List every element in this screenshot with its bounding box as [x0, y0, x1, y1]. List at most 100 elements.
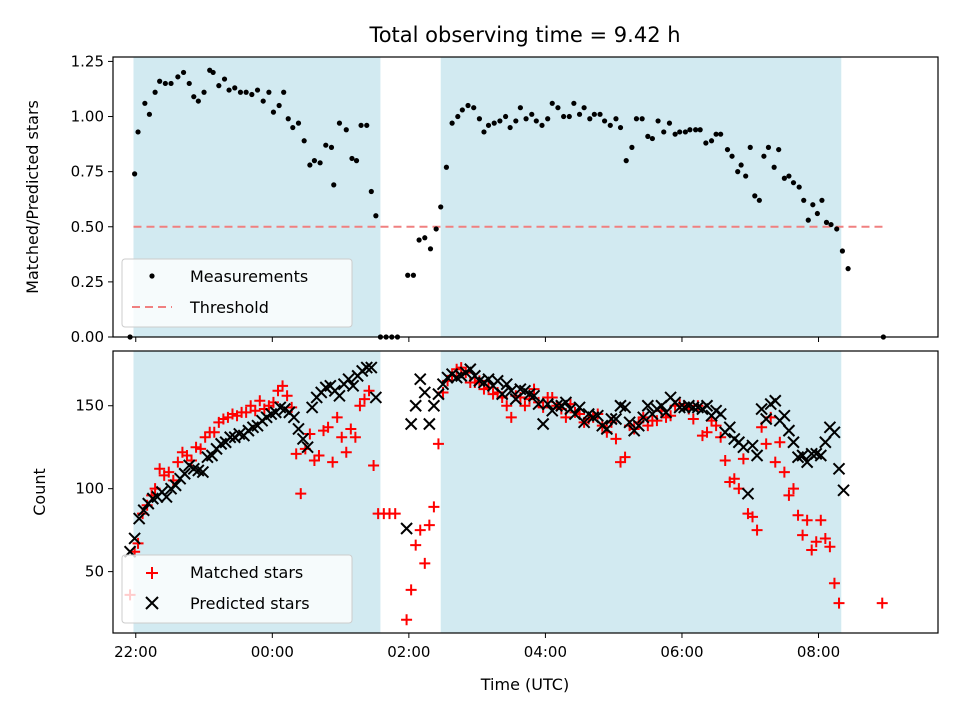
measurement-point — [747, 144, 753, 150]
matched-star-point — [423, 519, 435, 531]
predicted-star-point — [814, 449, 828, 462]
measurement-point — [771, 164, 777, 170]
measurement-point — [601, 118, 608, 124]
bottom-y-axis-label: Count — [30, 468, 49, 516]
measurement-point — [517, 105, 523, 111]
predicted-star-point — [196, 465, 210, 479]
y-tick-label: 50 — [85, 563, 104, 581]
predicted-star-point — [436, 377, 450, 391]
predicted-star-point — [296, 432, 310, 446]
measurement-point — [195, 98, 201, 104]
predicted-star-point — [714, 407, 727, 421]
matched-star-point — [792, 509, 804, 521]
measurement-point — [545, 116, 551, 122]
predicted-star-point — [750, 449, 764, 462]
predicted-star-point — [305, 401, 319, 414]
matched-star-point — [290, 448, 302, 460]
predicted-star-point — [700, 399, 714, 412]
predicted-star-point — [759, 412, 773, 426]
measurement-point — [661, 129, 667, 135]
matched-star-point — [389, 508, 401, 520]
matched-star-point — [747, 511, 759, 523]
measurement-point — [796, 184, 802, 190]
measurement-points — [127, 67, 886, 340]
x-tick-label: 08:00 — [797, 643, 840, 661]
measurement-point — [221, 76, 228, 82]
predicted-star-point — [573, 401, 586, 414]
y-tick-label: 0.75 — [71, 163, 104, 181]
measurement-point — [828, 221, 834, 228]
measurement-point — [513, 118, 519, 124]
predicted-star-point — [365, 361, 378, 374]
measurement-point — [697, 127, 703, 133]
x-axis-label: Time (UTC) — [480, 675, 569, 694]
measurement-point — [191, 94, 197, 100]
measurement-point — [703, 140, 709, 146]
measurement-point — [613, 116, 619, 122]
measurement-point — [476, 116, 483, 122]
matched-star-point — [801, 514, 813, 526]
measurement-point — [491, 120, 497, 126]
measurement-point — [485, 122, 492, 128]
measurement-point — [201, 89, 207, 95]
measurement-point — [639, 116, 645, 122]
measurement-point — [175, 74, 181, 80]
top-x-axis-ticks — [135, 337, 820, 342]
x-tick-label: 06:00 — [660, 643, 703, 661]
matched-star-point — [336, 431, 348, 443]
measurement-point — [571, 100, 577, 106]
matched-star-point — [819, 532, 831, 544]
measurement-point — [623, 158, 629, 164]
matched-star-point — [363, 385, 375, 397]
measurement-point — [180, 69, 187, 76]
measurement-point — [708, 138, 715, 144]
measurement-point — [713, 131, 719, 137]
measurement-point — [677, 129, 683, 135]
measurement-point — [471, 105, 477, 111]
measurement-point — [507, 124, 513, 131]
measurement-point — [839, 248, 846, 254]
matched-star-point — [876, 597, 888, 609]
measurement-point — [410, 272, 417, 278]
bottom-x-axis-ticks: 22:00 00:00 02:00 04:00 06:00 08:00 — [114, 633, 840, 661]
matched-star-point — [687, 413, 699, 425]
predicted-star-point — [287, 411, 301, 424]
measurement-point — [301, 138, 307, 144]
predicted-star-point — [178, 467, 191, 480]
matched-star-point — [304, 428, 316, 440]
matched-star-point — [331, 411, 343, 423]
measurement-point — [336, 120, 343, 126]
measurement-point — [801, 197, 807, 203]
measurement-point — [729, 153, 735, 159]
measurement-point — [358, 122, 364, 128]
predicted-star-point — [169, 479, 182, 492]
matched-star-point — [774, 436, 786, 448]
matched-star-point — [760, 438, 772, 450]
measurement-point — [645, 133, 651, 139]
predicted-star-point — [404, 417, 418, 431]
measurement-point — [135, 129, 141, 135]
measurement-point — [459, 107, 465, 113]
measurement-point — [819, 197, 825, 203]
measurement-point — [168, 80, 174, 87]
measurement-point — [549, 100, 555, 106]
measurement-point — [587, 116, 593, 122]
predicted-star-point — [423, 417, 436, 431]
matched-star-point — [313, 450, 325, 462]
predicted-star-point — [160, 490, 173, 504]
predicted-star-point — [746, 439, 759, 452]
matched-star-point — [414, 524, 426, 536]
measurement-point — [186, 80, 192, 87]
measurement-point — [157, 78, 163, 84]
matched-star-point — [368, 459, 380, 471]
bottom-legend-box — [121, 554, 353, 624]
legend-label-predicted: Predicted stars — [190, 594, 310, 613]
predicted-star-point — [369, 391, 383, 404]
predicted-star-points — [123, 361, 850, 558]
y-tick-label: 0.50 — [71, 218, 104, 236]
y-tick-label: 150 — [75, 397, 104, 415]
measurement-point — [237, 89, 244, 95]
matched-star-point — [208, 426, 220, 438]
matched-star-point — [410, 539, 422, 551]
